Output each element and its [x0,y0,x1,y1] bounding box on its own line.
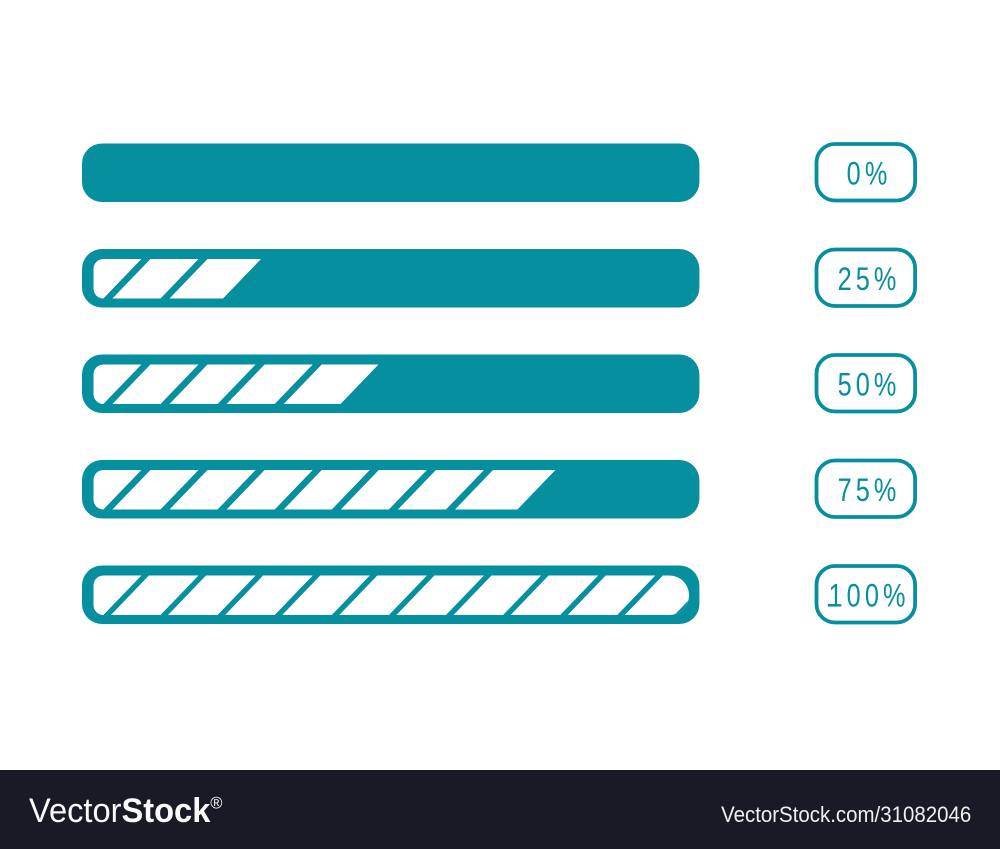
svg-text:0%: 0% [847,157,892,193]
svg-text:VectorStock®: VectorStock® [29,792,223,830]
svg-text:100%: 100% [829,579,910,615]
svg-text:75%: 75% [838,473,901,509]
svg-text:50%: 50% [838,368,901,404]
svg-text:VectorStock.com/31082046: VectorStock.com/31082046 [721,802,971,827]
svg-text:25%: 25% [838,262,901,298]
